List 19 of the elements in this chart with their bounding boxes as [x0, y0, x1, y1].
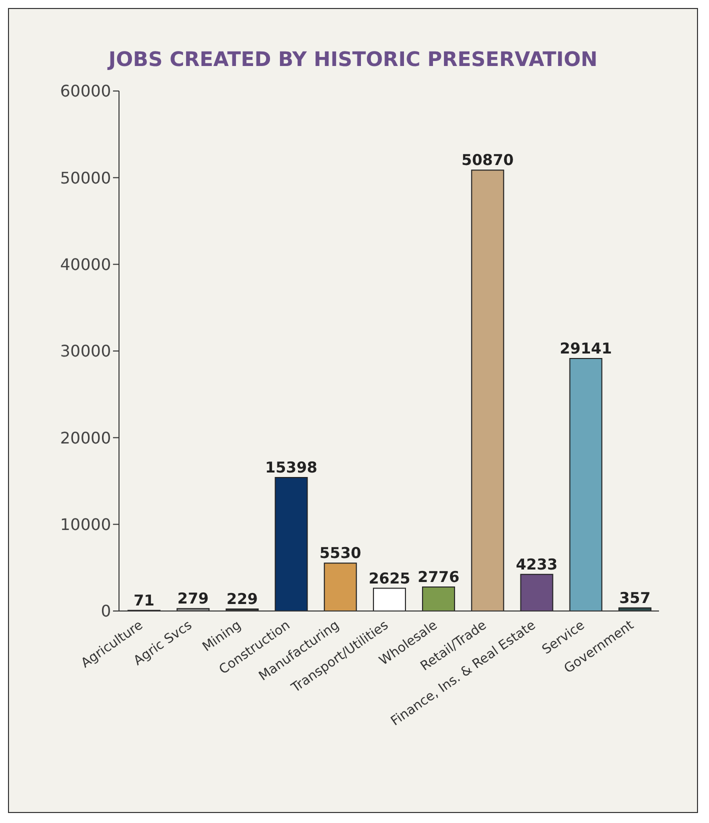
data-label: 2776 [418, 568, 460, 586]
y-tick-label: 30000 [60, 342, 111, 361]
y-tick-label: 10000 [60, 515, 111, 534]
data-label: 4233 [516, 555, 558, 574]
y-tick-label: 0 [100, 602, 111, 621]
chart-title: JOBS CREATED BY HISTORIC PRESERVATION [106, 46, 598, 71]
data-label: 5530 [319, 544, 362, 562]
data-label: 279 [177, 590, 209, 608]
data-label: 29141 [560, 339, 612, 358]
y-tick-label: 60000 [60, 82, 111, 101]
data-label: 357 [619, 588, 651, 607]
data-label: 71 [134, 591, 154, 610]
y-tick-label: 40000 [60, 255, 111, 274]
data-label: 229 [226, 590, 258, 608]
y-tick-label: 20000 [60, 428, 111, 448]
data-label: 15398 [265, 458, 318, 477]
y-tick-label: 50000 [60, 168, 111, 188]
data-label: 50870 [462, 151, 514, 170]
data-label: 2625 [368, 569, 410, 588]
